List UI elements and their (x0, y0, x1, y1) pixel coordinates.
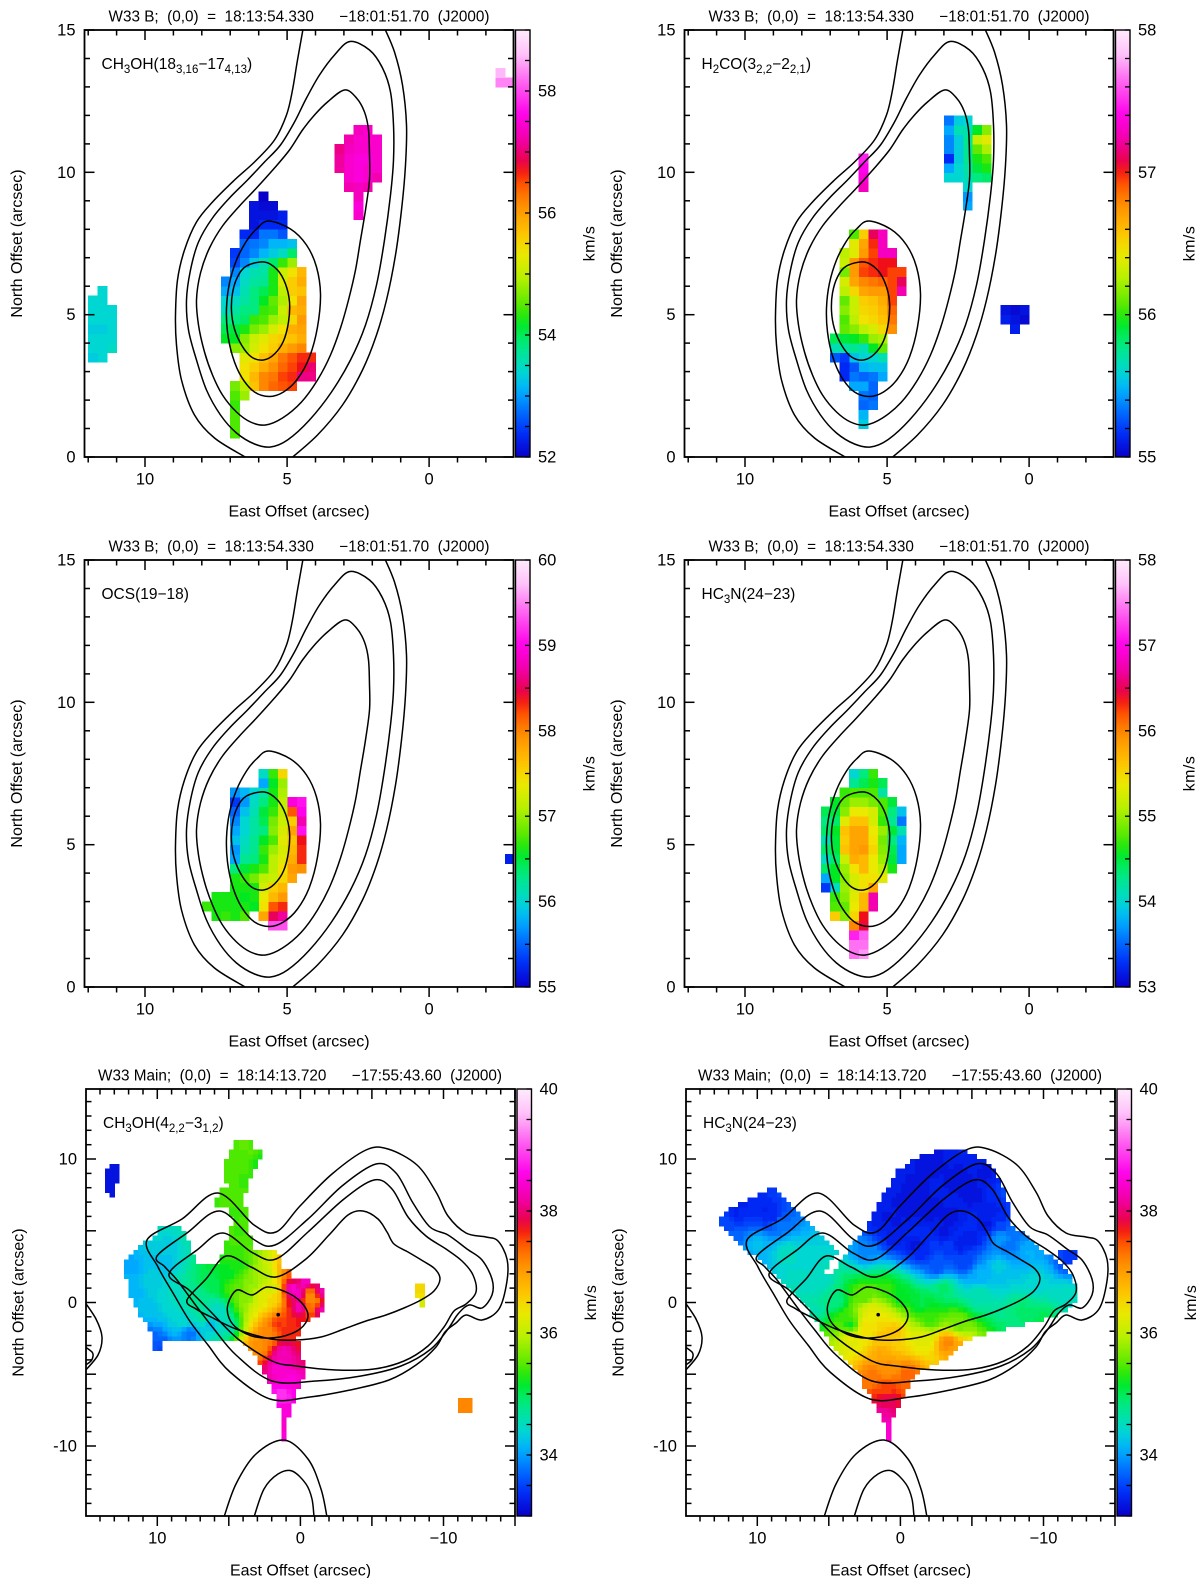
svg-text:CH3​OH(183,16​−174,13​): CH3​OH(183,16​−174,13​) (102, 56, 253, 76)
svg-text:15: 15 (657, 22, 675, 40)
svg-text:36: 36 (1140, 1325, 1158, 1343)
svg-text:-10: -10 (53, 1438, 77, 1456)
svg-text:North Offset (arcsec): North Offset (arcsec) (9, 169, 26, 317)
svg-text:0: 0 (425, 1001, 434, 1019)
svg-text:55: 55 (1138, 449, 1156, 467)
svg-text:10: 10 (659, 1151, 677, 1169)
svg-text:W33 B; (0,0) = 18:13:54.330: W33 B; (0,0) = 18:13:54.330 −18:01:51.70… (109, 9, 490, 26)
svg-text:0: 0 (1025, 1001, 1034, 1019)
svg-text:34: 34 (1140, 1447, 1158, 1465)
svg-text:W33 Main; (0,0) = 18:14:13.: W33 Main; (0,0) = 18:14:13.720 −17:55:43… (698, 1068, 1102, 1085)
svg-text:5: 5 (882, 1001, 891, 1019)
svg-text:W33 Main; (0,0) = 18:14:13.: W33 Main; (0,0) = 18:14:13.720 −17:55:43… (98, 1068, 502, 1085)
svg-text:10: 10 (657, 694, 675, 712)
svg-text:54: 54 (538, 327, 556, 345)
svg-text:km/s: km/s (1183, 1285, 1200, 1321)
svg-text:0: 0 (66, 979, 75, 997)
svg-text:58: 58 (1138, 22, 1156, 40)
svg-text:10: 10 (657, 164, 675, 182)
svg-text:0: 0 (296, 1530, 305, 1548)
svg-text:34: 34 (540, 1447, 558, 1465)
svg-text:North Offset (arcsec): North Offset (arcsec) (611, 1228, 628, 1376)
svg-text:10: 10 (136, 1001, 154, 1019)
svg-text:North Offset (arcsec): North Offset (arcsec) (11, 1228, 28, 1376)
svg-text:km/s: km/s (582, 226, 599, 262)
svg-text:54: 54 (1138, 893, 1156, 911)
svg-text:15: 15 (657, 552, 675, 570)
svg-text:0: 0 (666, 449, 675, 467)
svg-text:0: 0 (666, 979, 675, 997)
svg-text:36: 36 (540, 1325, 558, 1343)
svg-text:10: 10 (148, 1530, 166, 1548)
svg-text:0: 0 (68, 1294, 77, 1312)
svg-text:55: 55 (1138, 808, 1156, 826)
svg-text:60: 60 (538, 552, 556, 570)
svg-text:−10: −10 (1029, 1530, 1057, 1548)
svg-text:10: 10 (736, 1001, 754, 1019)
svg-text:59: 59 (538, 637, 556, 655)
svg-text:East Offset (arcsec): East Offset (arcsec) (828, 1034, 969, 1051)
svg-text:38: 38 (540, 1203, 558, 1221)
svg-text:−10: −10 (429, 1530, 457, 1548)
svg-text:km/s: km/s (1182, 226, 1199, 262)
svg-text:5: 5 (666, 836, 675, 854)
svg-text:58: 58 (538, 83, 556, 101)
svg-text:5: 5 (282, 1001, 291, 1019)
svg-text:-10: -10 (653, 1438, 677, 1456)
svg-text:CH3​OH(42,2​−31,2​): CH3​OH(42,2​−31,2​) (103, 1115, 224, 1135)
svg-text:57: 57 (538, 808, 556, 826)
svg-text:0: 0 (425, 471, 434, 489)
svg-text:North Offset (arcsec): North Offset (arcsec) (9, 699, 26, 847)
svg-text:15: 15 (57, 22, 75, 40)
svg-text:North Offset (arcsec): North Offset (arcsec) (609, 169, 626, 317)
svg-text:15: 15 (57, 552, 75, 570)
svg-text:East Offset (arcsec): East Offset (arcsec) (830, 1563, 971, 1578)
svg-text:0: 0 (66, 449, 75, 467)
svg-text:0: 0 (896, 1530, 905, 1548)
svg-text:5: 5 (66, 306, 75, 324)
svg-text:53: 53 (1138, 979, 1156, 997)
svg-text:57: 57 (1138, 164, 1156, 182)
svg-text:East Offset (arcsec): East Offset (arcsec) (828, 504, 969, 521)
svg-text:W33 B; (0,0) = 18:13:54.330: W33 B; (0,0) = 18:13:54.330 −18:01:51.70… (709, 9, 1090, 26)
svg-text:5: 5 (882, 471, 891, 489)
svg-text:56: 56 (538, 893, 556, 911)
svg-text:North Offset (arcsec): North Offset (arcsec) (609, 699, 626, 847)
svg-text:40: 40 (540, 1081, 558, 1099)
svg-text:55: 55 (538, 979, 556, 997)
svg-text:East Offset (arcsec): East Offset (arcsec) (228, 504, 369, 521)
svg-text:5: 5 (666, 306, 675, 324)
svg-text:56: 56 (1138, 722, 1156, 740)
svg-text:10: 10 (736, 471, 754, 489)
svg-text:10: 10 (57, 164, 75, 182)
svg-text:HC3​N(24−23): HC3​N(24−23) (702, 586, 796, 606)
svg-text:5: 5 (66, 836, 75, 854)
svg-text:East Offset (arcsec): East Offset (arcsec) (230, 1563, 371, 1578)
svg-text:10: 10 (136, 471, 154, 489)
svg-text:10: 10 (57, 694, 75, 712)
svg-text:W33 B; (0,0) = 18:13:54.330: W33 B; (0,0) = 18:13:54.330 −18:01:51.70… (709, 539, 1090, 556)
svg-text:0: 0 (668, 1294, 677, 1312)
svg-text:0: 0 (1025, 471, 1034, 489)
svg-text:HC3​N(24−23): HC3​N(24−23) (703, 1115, 797, 1135)
svg-text:58: 58 (1138, 552, 1156, 570)
svg-text:57: 57 (1138, 637, 1156, 655)
svg-text:56: 56 (1138, 306, 1156, 324)
svg-text:OCS(19−18): OCS(19−18) (102, 586, 189, 603)
svg-text:10: 10 (748, 1530, 766, 1548)
svg-text:km/s: km/s (1182, 756, 1199, 792)
svg-text:56: 56 (538, 205, 556, 223)
svg-text:km/s: km/s (583, 1285, 600, 1321)
svg-text:52: 52 (538, 449, 556, 467)
svg-text:58: 58 (538, 722, 556, 740)
svg-text:38: 38 (1140, 1203, 1158, 1221)
svg-text:5: 5 (282, 471, 291, 489)
svg-text:H2​CO(32,2​−22,1​): H2​CO(32,2​−22,1​) (702, 56, 812, 76)
svg-text:km/s: km/s (582, 756, 599, 792)
svg-text:W33 B; (0,0) = 18:13:54.330: W33 B; (0,0) = 18:13:54.330 −18:01:51.70… (109, 539, 490, 556)
svg-text:10: 10 (59, 1151, 77, 1169)
svg-text:East Offset (arcsec): East Offset (arcsec) (228, 1034, 369, 1051)
svg-text:40: 40 (1140, 1081, 1158, 1099)
